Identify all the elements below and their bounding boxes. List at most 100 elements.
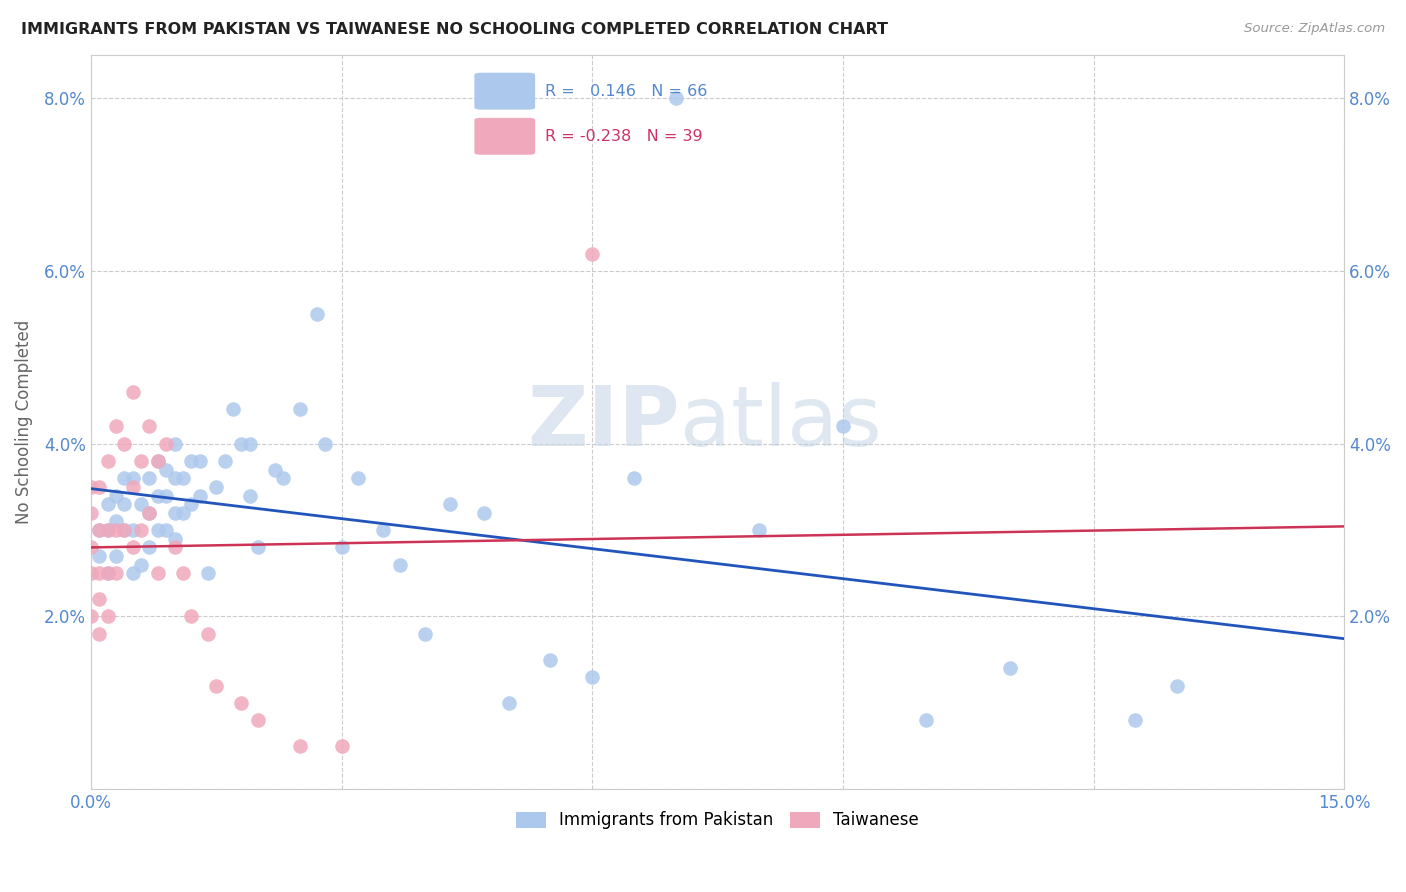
- Point: [97, 497, 120, 511]
- Point: [129, 454, 152, 468]
- Point: [288, 402, 311, 417]
- Text: IMMIGRANTS FROM PAKISTAN VS TAIWANESE NO SCHOOLING COMPLETED CORRELATION CHART: IMMIGRANTS FROM PAKISTAN VS TAIWANESE NO…: [21, 22, 889, 37]
- Point: [581, 670, 603, 684]
- Point: [155, 523, 177, 537]
- Point: [239, 489, 262, 503]
- Point: [581, 246, 603, 260]
- Point: [498, 696, 520, 710]
- Point: [330, 739, 353, 753]
- Point: [180, 497, 202, 511]
- Point: [89, 592, 111, 607]
- Point: [347, 471, 370, 485]
- Text: atlas: atlas: [681, 382, 882, 463]
- Point: [1166, 679, 1188, 693]
- Point: [288, 739, 311, 753]
- Point: [97, 609, 120, 624]
- Point: [146, 489, 169, 503]
- Point: [188, 489, 211, 503]
- Point: [89, 549, 111, 563]
- Point: [214, 454, 236, 468]
- Point: [89, 523, 111, 537]
- Point: [121, 480, 143, 494]
- Point: [163, 506, 186, 520]
- Point: [89, 480, 111, 494]
- Point: [439, 497, 461, 511]
- Point: [163, 471, 186, 485]
- Point: [197, 627, 219, 641]
- Point: [138, 506, 160, 520]
- Point: [1123, 713, 1146, 727]
- Point: [105, 515, 128, 529]
- Point: [121, 523, 143, 537]
- Point: [222, 402, 245, 417]
- Point: [163, 437, 186, 451]
- Point: [89, 523, 111, 537]
- Point: [172, 506, 194, 520]
- Point: [231, 696, 253, 710]
- Point: [121, 471, 143, 485]
- Text: R = -0.238   N = 39: R = -0.238 N = 39: [546, 128, 703, 144]
- Point: [831, 419, 853, 434]
- Point: [105, 549, 128, 563]
- Text: ZIP: ZIP: [527, 382, 681, 463]
- Point: [247, 541, 270, 555]
- Point: [112, 497, 135, 511]
- Point: [138, 419, 160, 434]
- Point: [97, 566, 120, 581]
- Point: [205, 679, 228, 693]
- Point: [97, 566, 120, 581]
- Point: [915, 713, 938, 727]
- Text: R =   0.146   N = 66: R = 0.146 N = 66: [546, 84, 707, 99]
- Point: [129, 497, 152, 511]
- Point: [80, 541, 103, 555]
- Point: [197, 566, 219, 581]
- Point: [97, 454, 120, 468]
- FancyBboxPatch shape: [474, 118, 536, 155]
- Point: [665, 91, 688, 105]
- Point: [105, 566, 128, 581]
- Point: [112, 437, 135, 451]
- Point: [89, 627, 111, 641]
- Point: [271, 471, 294, 485]
- Point: [155, 489, 177, 503]
- Text: Source: ZipAtlas.com: Source: ZipAtlas.com: [1244, 22, 1385, 36]
- Point: [155, 437, 177, 451]
- Point: [97, 523, 120, 537]
- Point: [155, 463, 177, 477]
- Point: [146, 454, 169, 468]
- Point: [231, 437, 253, 451]
- Point: [97, 523, 120, 537]
- Point: [998, 661, 1021, 675]
- Point: [80, 566, 103, 581]
- Point: [121, 566, 143, 581]
- Point: [163, 541, 186, 555]
- Legend: Immigrants from Pakistan, Taiwanese: Immigrants from Pakistan, Taiwanese: [509, 805, 927, 836]
- Point: [180, 609, 202, 624]
- Point: [330, 541, 353, 555]
- Point: [105, 523, 128, 537]
- Point: [413, 627, 436, 641]
- Point: [80, 480, 103, 494]
- Point: [205, 480, 228, 494]
- Point: [188, 454, 211, 468]
- Point: [748, 523, 770, 537]
- Point: [146, 523, 169, 537]
- Point: [172, 471, 194, 485]
- Point: [389, 558, 412, 572]
- Point: [172, 566, 194, 581]
- Point: [472, 506, 495, 520]
- Point: [112, 471, 135, 485]
- Point: [146, 566, 169, 581]
- Point: [121, 541, 143, 555]
- Point: [105, 489, 128, 503]
- Point: [138, 506, 160, 520]
- Y-axis label: No Schooling Completed: No Schooling Completed: [15, 320, 32, 524]
- Point: [112, 523, 135, 537]
- Point: [129, 558, 152, 572]
- Point: [138, 471, 160, 485]
- Point: [540, 653, 562, 667]
- Point: [129, 523, 152, 537]
- Point: [121, 384, 143, 399]
- FancyBboxPatch shape: [474, 73, 536, 110]
- Point: [239, 437, 262, 451]
